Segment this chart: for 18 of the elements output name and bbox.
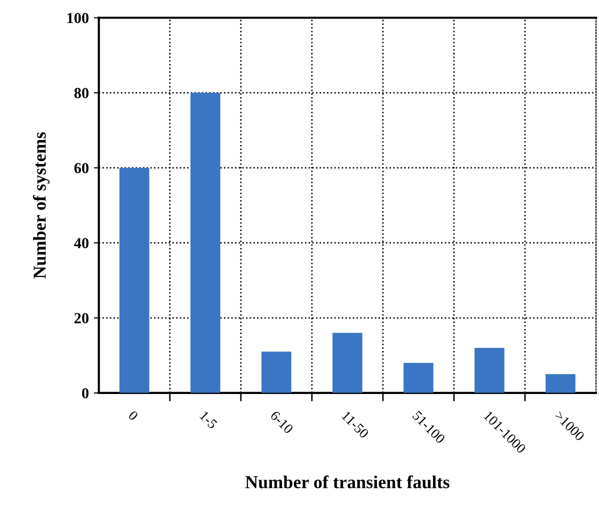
x-tick-label: 0 [128, 410, 139, 422]
bar [404, 362, 434, 393]
x-tick-label: 6-10 [270, 410, 294, 434]
bar [332, 332, 362, 393]
y-tick-label: 0 [82, 388, 89, 398]
bar [474, 348, 504, 393]
bar [119, 168, 150, 393]
y-axis-title: Number of systems [32, 132, 50, 279]
y-tick-label: 60 [74, 162, 89, 174]
bar [190, 92, 220, 393]
y-tick-label: 20 [74, 313, 89, 324]
y-tick-label: 40 [74, 238, 89, 248]
y-tick-label: 80 [74, 88, 89, 98]
bar [546, 374, 576, 393]
x-tick-label: 1-5 [199, 410, 218, 430]
y-tick-label: 100 [67, 12, 89, 24]
x-axis-title: Number of transient faults [245, 475, 450, 488]
bar [261, 352, 292, 393]
